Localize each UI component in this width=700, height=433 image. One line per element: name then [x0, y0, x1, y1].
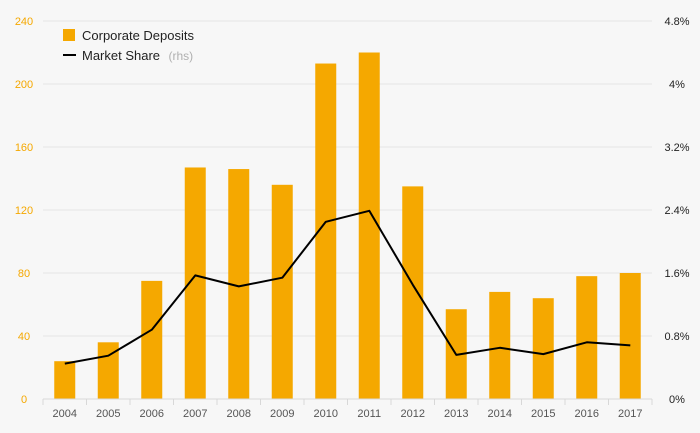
x-tick-label: 2016 — [575, 408, 599, 420]
y-left-tick-label: 0 — [21, 394, 27, 406]
x-tick-label: 2015 — [531, 408, 555, 420]
x-tick-label: 2013 — [444, 408, 468, 420]
axes: 0 40 80 120 160 200 240 0% 0.8% 1.6% 2.4% 3.2% 4% 4.8… — [15, 16, 690, 420]
line-series — [64, 209, 631, 365]
x-tick-label: 2014 — [488, 408, 512, 420]
bar-series — [54, 52, 641, 400]
y-left-tick-label: 240 — [15, 16, 33, 28]
y-left-tick-label: 160 — [15, 142, 33, 154]
bar-corporate-deposits-2007 — [184, 167, 206, 399]
gridlines — [43, 20, 652, 337]
x-tick-label: 2009 — [270, 408, 294, 420]
y-right-tick-label: 0% — [669, 394, 685, 406]
line-market-share — [64, 209, 631, 365]
bar-corporate-deposits-2004 — [54, 361, 76, 399]
y-left-tick-label: 200 — [15, 79, 33, 91]
y-right-tick-label: 3.2% — [664, 142, 689, 154]
x-tick-label: 2006 — [140, 408, 164, 420]
bar-corporate-deposits-2010 — [315, 63, 337, 400]
bar-corporate-deposits-2009 — [271, 184, 293, 399]
bar-corporate-deposits-2008 — [228, 169, 250, 399]
legend-label-corporate-deposits: Corporate Deposits — [82, 28, 194, 43]
legend-label-rhs: (rhs) — [169, 49, 194, 63]
y-left-tick-label: 120 — [15, 205, 33, 217]
x-tick-label: 2017 — [618, 408, 642, 420]
y-left-tick-label: 80 — [18, 268, 30, 280]
y-right-tick-label: 4% — [669, 79, 685, 91]
y-right-tick-label: 4.8% — [664, 16, 689, 28]
bar-corporate-deposits-2016 — [576, 276, 598, 399]
bar-corporate-deposits-2011 — [358, 52, 380, 399]
x-tick-label: 2012 — [401, 408, 425, 420]
x-tick-label: 2008 — [227, 408, 251, 420]
legend-label-market-share-group: Market Share (rhs) — [82, 47, 193, 64]
y-right-tick-label: 1.6% — [664, 268, 689, 280]
y-right-tick-label: 0.8% — [664, 331, 689, 343]
x-tick-label: 2007 — [183, 408, 207, 420]
x-tick-label: 2010 — [314, 408, 338, 420]
x-tick-label: 2011 — [357, 408, 381, 420]
bar-corporate-deposits-2017 — [619, 273, 641, 399]
bar-corporate-deposits-2012 — [402, 186, 424, 399]
x-tick-label: 2005 — [96, 408, 120, 420]
x-tick-label: 2004 — [53, 408, 77, 420]
bar-corporate-deposits-2014 — [489, 291, 511, 399]
y-right-tick-label: 2.4% — [664, 205, 689, 217]
bar-corporate-deposits-2006 — [141, 280, 163, 399]
legend-label-market-share: Market Share — [82, 48, 160, 63]
bar-corporate-deposits-2015 — [532, 298, 554, 399]
legend-swatch-corporate-deposits — [63, 29, 75, 41]
legend: Corporate Deposits Market Share (rhs) — [63, 28, 194, 64]
y-left-tick-label: 40 — [18, 331, 30, 343]
